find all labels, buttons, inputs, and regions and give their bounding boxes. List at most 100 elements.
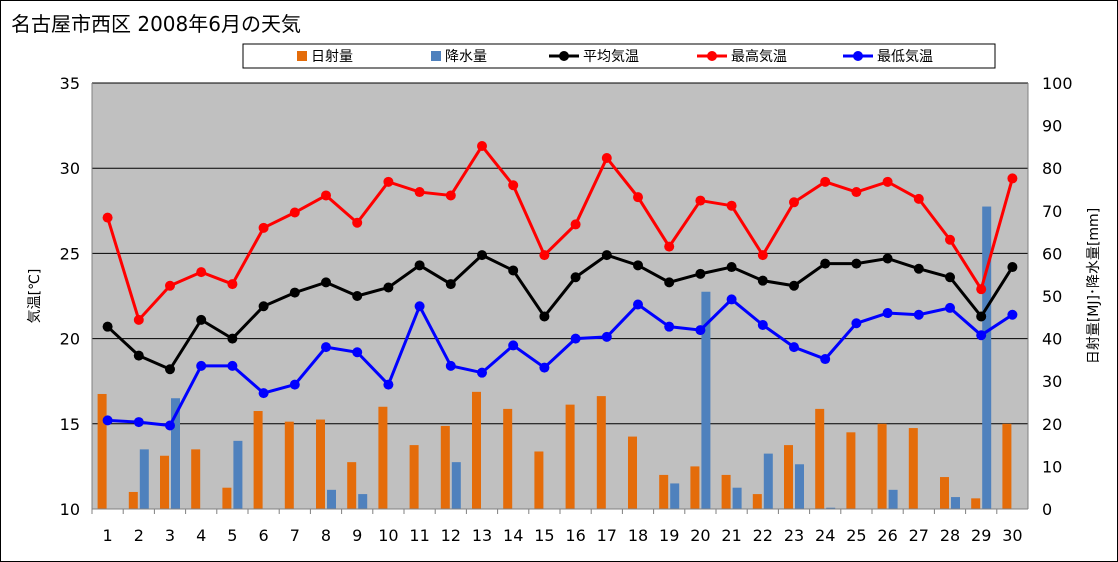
- legend-label: 降水量: [445, 49, 487, 65]
- point: [695, 325, 706, 336]
- x-tick-label: 8: [321, 526, 331, 545]
- series-line: [106, 143, 1014, 323]
- point: [102, 321, 113, 332]
- point: [1007, 262, 1018, 273]
- bar: [826, 507, 836, 509]
- point: [414, 187, 425, 198]
- x-tick-label: 5: [227, 526, 237, 545]
- bar: [534, 451, 544, 509]
- bar-series-0: [97, 391, 1012, 509]
- point: [196, 267, 207, 278]
- point: [165, 280, 175, 291]
- point: [664, 321, 675, 332]
- bar: [846, 432, 856, 509]
- point: [352, 347, 363, 358]
- bar: [721, 474, 731, 509]
- point: [913, 309, 924, 320]
- point: [258, 222, 269, 233]
- y-tick-label-right: 50: [1042, 287, 1062, 306]
- legend-marker: [559, 51, 569, 61]
- point: [726, 262, 737, 273]
- legend-label: 日射量: [311, 49, 353, 65]
- y-tick-label-right: 30: [1042, 372, 1062, 391]
- point: [945, 272, 955, 283]
- point: [1007, 173, 1018, 184]
- point: [445, 360, 456, 371]
- point: [633, 192, 643, 203]
- point: [352, 217, 363, 228]
- point: [289, 207, 300, 218]
- series-line: [107, 297, 1014, 428]
- x-tick-label: 15: [534, 526, 554, 545]
- x-tick-label: 29: [971, 526, 991, 545]
- legend: 日射量 降水量 平均気温 最高気温 最低気温: [242, 43, 996, 69]
- point: [196, 360, 207, 371]
- point: [820, 176, 831, 187]
- point: [882, 253, 893, 264]
- x-tick-label: 13: [472, 526, 492, 545]
- y-tick-label-right: 20: [1042, 415, 1062, 434]
- point: [227, 279, 238, 290]
- bar: [763, 453, 773, 509]
- bar: [316, 419, 325, 509]
- point: [789, 197, 799, 208]
- bar: [472, 391, 481, 509]
- series-line: [106, 253, 1014, 372]
- x-tick-label: 25: [846, 526, 866, 545]
- point: [289, 287, 300, 298]
- bar: [358, 494, 368, 509]
- point: [695, 195, 706, 206]
- point: [945, 302, 955, 313]
- point: [601, 250, 612, 261]
- bar: [628, 436, 637, 509]
- x-tick-label: 3: [165, 526, 175, 545]
- bar: [752, 494, 762, 509]
- legend-marker: [707, 51, 717, 61]
- chart-title: 名古屋市西区 2008年6月の天気: [11, 12, 301, 36]
- y-tick-label-right: 40: [1042, 330, 1062, 349]
- point: [757, 319, 768, 330]
- y-tick-label-left: 10: [60, 500, 80, 519]
- x-tick-label: 21: [721, 526, 741, 545]
- x-tick-label: 26: [877, 526, 897, 545]
- point: [945, 234, 955, 245]
- y-tick-label-left: 20: [60, 330, 80, 349]
- y-tick-label-right: 0: [1042, 500, 1052, 519]
- point: [851, 187, 862, 198]
- point: [477, 367, 487, 378]
- x-tick-label: 17: [597, 526, 617, 545]
- bar: [877, 423, 887, 509]
- x-tick-label: 1: [103, 526, 113, 545]
- point: [258, 301, 269, 312]
- point: [539, 250, 550, 261]
- y-tick-label-left: 15: [60, 415, 80, 434]
- bar: [659, 474, 669, 509]
- y-tick-label-right: 60: [1042, 244, 1062, 263]
- bar: [503, 408, 513, 509]
- bar: [670, 483, 680, 509]
- point: [726, 200, 737, 211]
- point: [913, 263, 924, 274]
- point: [570, 272, 581, 283]
- point: [445, 190, 456, 201]
- y-tick-label-right: 70: [1042, 202, 1062, 221]
- bar: [795, 464, 804, 509]
- point: [851, 258, 862, 269]
- point: [539, 362, 550, 373]
- x-tick-label: 9: [352, 526, 362, 545]
- bar: [951, 497, 960, 509]
- x-tick-label: 23: [784, 526, 804, 545]
- bar: [284, 421, 294, 509]
- x-tick-label: 16: [565, 526, 585, 545]
- point: [165, 364, 175, 375]
- y-tick-label-right: 90: [1042, 117, 1062, 136]
- bar: [139, 449, 149, 509]
- point: [539, 311, 550, 322]
- bar: [1002, 423, 1012, 509]
- point: [570, 219, 581, 230]
- point: [165, 420, 175, 431]
- point: [820, 354, 831, 365]
- point: [227, 333, 238, 344]
- y-tick-label-right: 10: [1042, 457, 1062, 476]
